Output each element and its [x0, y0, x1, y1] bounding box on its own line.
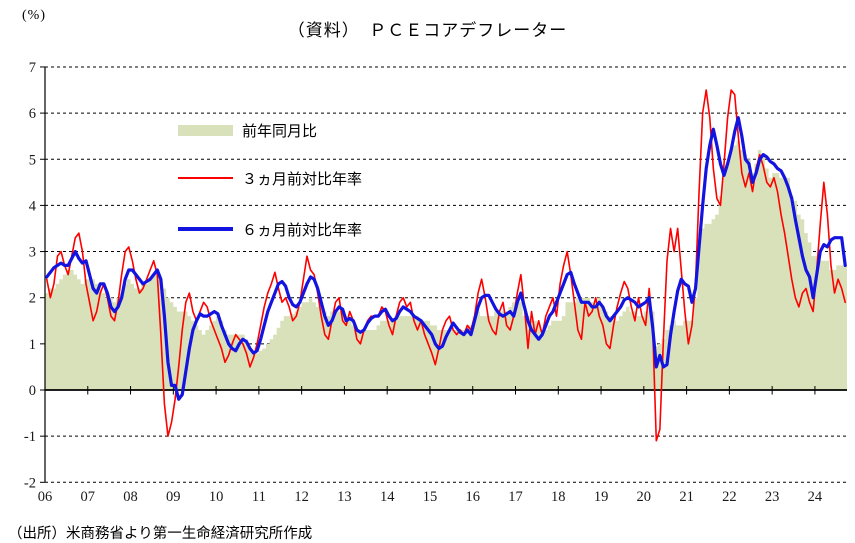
zero-axis — [45, 386, 847, 395]
svg-text:21: 21 — [679, 489, 694, 505]
source-note: （出所）米商務省より第一生命経済研究所作成 — [8, 526, 313, 542]
x-axis-labels: 06 07 08 09 10 11 12 13 14 15 16 17 18 19 20 21 22 23 24 — [38, 489, 823, 505]
line-series-6m — [45, 116, 847, 401]
svg-text:0: 0 — [29, 383, 36, 399]
chart-title: （資料） ＰＣＥコアデフレーター — [287, 21, 568, 40]
svg-text:10: 10 — [209, 489, 224, 505]
legend-label-3m: ３ヵ月前対比年率 — [242, 171, 363, 188]
svg-text:08: 08 — [123, 489, 138, 505]
legend-item-3m: ３ヵ月前対比年率 — [178, 169, 363, 188]
svg-text:3: 3 — [29, 245, 36, 261]
y-axis — [40, 66, 46, 483]
svg-text:1: 1 — [29, 337, 36, 353]
svg-text:5: 5 — [29, 152, 36, 168]
svg-text:09: 09 — [166, 489, 181, 505]
svg-text:06: 06 — [38, 489, 53, 505]
area-swatch-icon — [178, 124, 233, 136]
svg-text:19: 19 — [594, 489, 609, 505]
svg-text:14: 14 — [380, 489, 395, 505]
svg-text:4: 4 — [29, 198, 37, 214]
svg-text:11: 11 — [252, 489, 266, 505]
area-series-yoy — [45, 140, 847, 390]
svg-text:13: 13 — [337, 489, 352, 505]
svg-text:17: 17 — [508, 489, 523, 505]
legend-label-6m: ６ヵ月前対比年率 — [242, 222, 363, 239]
legend-item-6m: ６ヵ月前対比年率 — [178, 220, 363, 239]
svg-text:2: 2 — [29, 291, 36, 307]
legend-label-yoy: 前年同月比 — [242, 123, 318, 140]
svg-text:20: 20 — [637, 489, 652, 505]
svg-text:7: 7 — [29, 60, 36, 76]
svg-text:24: 24 — [808, 489, 823, 505]
svg-text:07: 07 — [81, 489, 96, 505]
line-series-3m — [45, 89, 847, 442]
y-axis-labels: 7 6 5 4 3 2 1 0 -1 -2 — [24, 60, 37, 491]
y-axis-unit-label: (%) — [22, 8, 46, 23]
red-line-swatch-icon — [178, 177, 233, 179]
svg-text:16: 16 — [465, 489, 480, 505]
svg-text:18: 18 — [551, 489, 566, 505]
svg-text:22: 22 — [722, 489, 737, 505]
svg-text:23: 23 — [765, 489, 780, 505]
blue-line-swatch-icon — [178, 227, 233, 231]
svg-text:15: 15 — [423, 489, 438, 505]
svg-text:12: 12 — [294, 489, 309, 505]
svg-text:6: 6 — [29, 106, 36, 122]
svg-text:-1: -1 — [24, 429, 36, 445]
svg-text:-2: -2 — [24, 475, 36, 491]
legend-item-yoy: 前年同月比 — [178, 121, 318, 140]
